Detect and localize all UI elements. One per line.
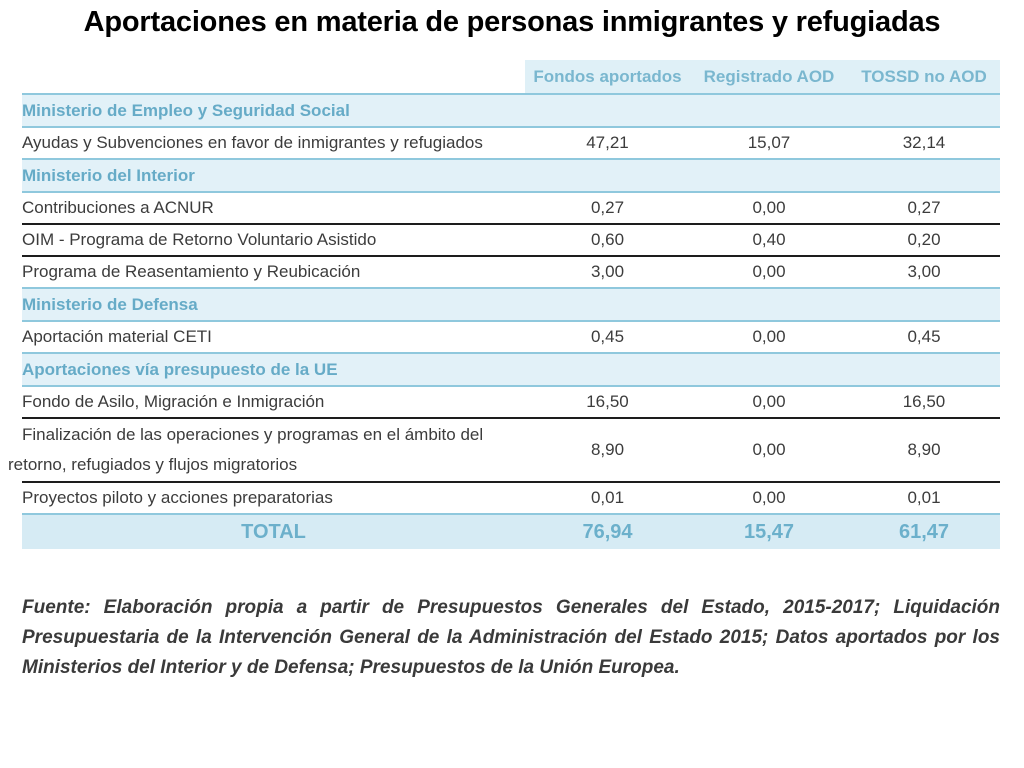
table-row: Programa de Reasentamiento y Reubicación… bbox=[22, 256, 1000, 288]
total-registrado: 15,47 bbox=[690, 513, 848, 549]
cell-registrado: 0,00 bbox=[752, 327, 786, 346]
row-label: Ayudas y Subvenciones en favor de inmigr… bbox=[22, 133, 483, 152]
row-label: OIM - Programa de Retorno Voluntario Asi… bbox=[22, 224, 525, 257]
row-label-line-1: Finalización de las operaciones y progra… bbox=[22, 425, 484, 444]
section-row: Ministerio de Defensa bbox=[22, 287, 1000, 322]
cell-registrado: 15,07 bbox=[747, 133, 791, 152]
cell-registrado: 0,00 bbox=[752, 488, 786, 507]
section-title: Ministerio de Defensa bbox=[22, 287, 1000, 322]
total-row: TOTAL 76,94 15,47 61,47 bbox=[22, 513, 1000, 549]
total-label: TOTAL bbox=[22, 513, 525, 549]
section-title: Ministerio del Interior bbox=[22, 158, 1000, 193]
section-title: Ministerio de Empleo y Seguridad Social bbox=[22, 93, 1000, 128]
cell-fondos: 0,01 bbox=[590, 488, 625, 507]
section-title: Aportaciones vía presupuesto de la UE bbox=[22, 352, 1000, 387]
table-row: Finalización de las operaciones y progra… bbox=[8, 418, 1000, 483]
cell-fondos: 16,50 bbox=[525, 386, 690, 419]
cell-registrado: 0,00 bbox=[690, 192, 848, 225]
cell-fondos: 0,60 bbox=[525, 224, 690, 257]
cell-fondos: 47,21 bbox=[586, 133, 629, 152]
row-label: Aportación material CETI bbox=[22, 327, 212, 346]
cell-registrado: 0,00 bbox=[690, 386, 848, 419]
cell-tossd: 0,20 bbox=[848, 224, 1000, 257]
cell-tossd: 0,01 bbox=[907, 488, 941, 507]
table-row: Contribuciones a ACNUR 0,27 0,00 0,27 bbox=[22, 192, 1000, 225]
total-tossd: 61,47 bbox=[848, 513, 1000, 549]
column-header-tossd: TOSSD no AOD bbox=[848, 60, 1000, 94]
row-label: Fondo de Asilo, Migración e Inmigración bbox=[22, 386, 525, 419]
section-row: Aportaciones vía presupuesto de la UE bbox=[22, 352, 1000, 387]
row-label: Contribuciones a ACNUR bbox=[22, 192, 525, 225]
cell-tossd: 0,45 bbox=[907, 327, 941, 346]
cell-tossd: 8,90 bbox=[848, 418, 1000, 483]
cell-fondos: 0,27 bbox=[525, 192, 690, 225]
source-note: Fuente: Elaboración propia a partir de P… bbox=[22, 597, 1000, 678]
table-row: Aportación material CETI 0,45 0,00 0,45 bbox=[22, 321, 1000, 353]
header-blank bbox=[22, 60, 525, 94]
table-row: OIM - Programa de Retorno Voluntario Asi… bbox=[22, 224, 1000, 257]
row-label-line-2: retorno, refugiados y flujos migratorios bbox=[8, 455, 298, 474]
cell-fondos: 8,90 bbox=[525, 418, 690, 483]
cell-registrado: 0,40 bbox=[690, 224, 848, 257]
cell-tossd: 32,14 bbox=[902, 133, 946, 152]
column-header-fondos: Fondos aportados bbox=[525, 60, 690, 94]
total-fondos: 76,94 bbox=[525, 513, 690, 549]
cell-registrado: 0,00 bbox=[690, 418, 848, 483]
row-label: Programa de Reasentamiento y Reubicación bbox=[22, 262, 361, 281]
section-row: Ministerio del Interior bbox=[22, 158, 1000, 193]
cell-tossd: 0,27 bbox=[848, 192, 1000, 225]
cell-fondos: 0,45 bbox=[590, 327, 625, 346]
table-row: Fondo de Asilo, Migración e Inmigración … bbox=[22, 386, 1000, 419]
table-header-row: Fondos aportados Registrado AOD TOSSD no… bbox=[22, 60, 1000, 94]
table-row: Ayudas y Subvenciones en favor de inmigr… bbox=[22, 127, 1000, 159]
table-row: Proyectos piloto y acciones preparatoria… bbox=[22, 482, 1000, 514]
row-label: Finalización de las operaciones y progra… bbox=[8, 418, 525, 483]
column-header-registrado: Registrado AOD bbox=[690, 60, 848, 94]
page-title: Aportaciones en materia de personas inmi… bbox=[83, 6, 941, 38]
cell-fondos: 3,00 bbox=[590, 262, 625, 281]
row-label: Proyectos piloto y acciones preparatoria… bbox=[22, 488, 333, 507]
cell-tossd: 3,00 bbox=[907, 262, 941, 281]
section-row: Ministerio de Empleo y Seguridad Social bbox=[22, 93, 1000, 128]
cell-registrado: 0,00 bbox=[752, 262, 786, 281]
cell-tossd: 16,50 bbox=[848, 386, 1000, 419]
contributions-table: Fondos aportados Registrado AOD TOSSD no… bbox=[8, 60, 1000, 549]
